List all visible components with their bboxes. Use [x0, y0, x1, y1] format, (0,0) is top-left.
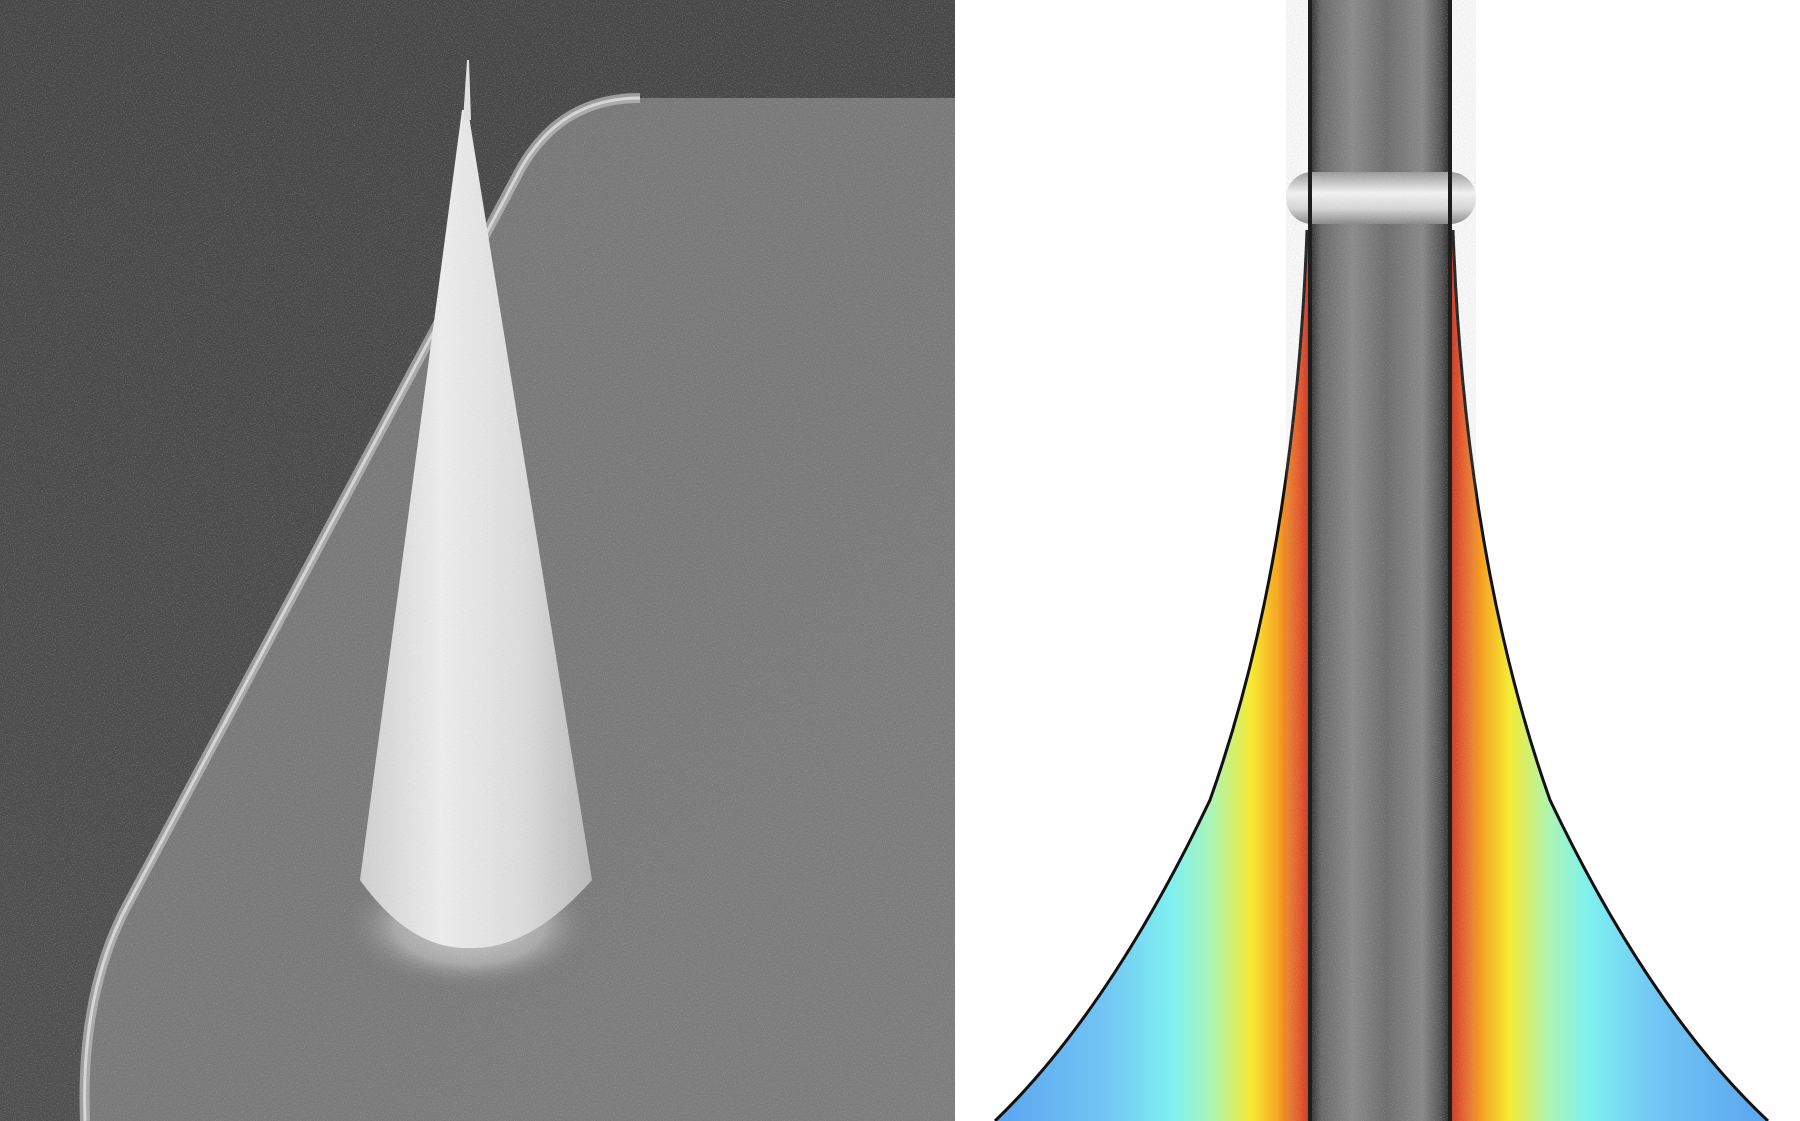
meniscus-right [1444, 230, 1768, 1121]
meniscus-right-outline [1451, 229, 1770, 1121]
sem-cone-body [360, 110, 592, 949]
fiber-shaft [1310, 0, 1450, 1121]
meniscus-left [995, 230, 1316, 1121]
meniscus-left-outline [993, 229, 1309, 1121]
simulation-panel-right [960, 0, 1800, 1121]
fiber-bead [1286, 172, 1476, 224]
sem-needle-tip [463, 60, 471, 120]
sem-panel-left [0, 0, 955, 1121]
sem-conical-tip-image [0, 0, 955, 1121]
fiber-meniscus-image [960, 0, 1800, 1121]
